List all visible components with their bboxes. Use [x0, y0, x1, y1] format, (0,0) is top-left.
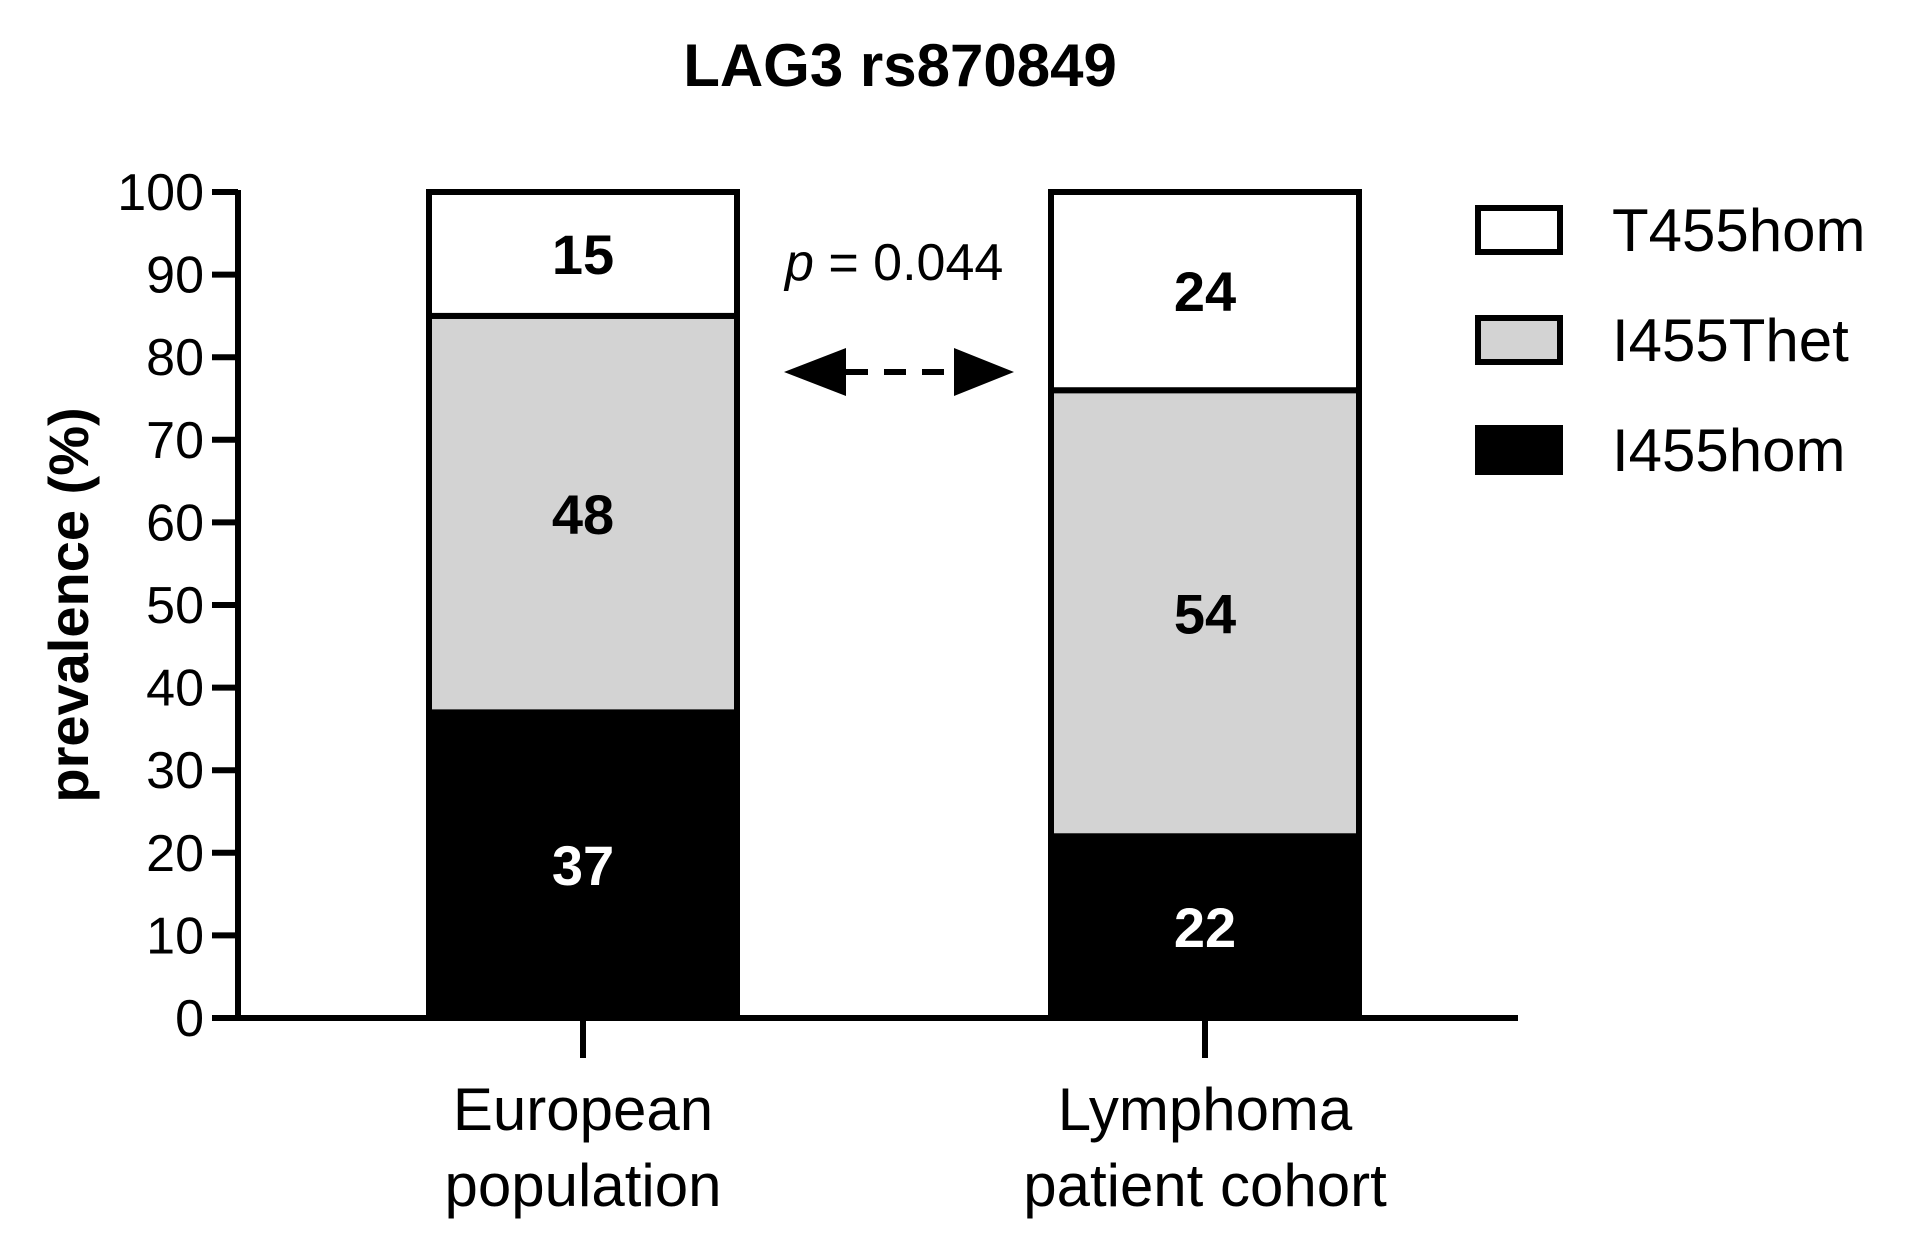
- y-tick-label: 70: [146, 412, 204, 470]
- y-tick-label: 50: [146, 577, 204, 635]
- y-tick-label: 60: [146, 494, 204, 552]
- double-arrow-icon: [784, 348, 1014, 396]
- legend-swatch: [1475, 425, 1563, 475]
- legend-label: T455hom: [1612, 197, 1865, 264]
- data-label: 15: [552, 223, 614, 286]
- bars: 37 48 15 22 54 24: [426, 189, 1362, 1022]
- legend-item: T455hom: [1475, 197, 1865, 264]
- x-axis: European population Lymphoma patient cohort: [235, 1015, 1518, 1219]
- y-axis-label: prevalence (%): [37, 407, 100, 802]
- y-tick-label: 30: [146, 742, 204, 800]
- legend-swatch: [1475, 315, 1563, 365]
- x-tick-label-line2: patient cohort: [1023, 1152, 1387, 1219]
- y-axis: 0 10 20 30 40 50 60 70 80 90 100: [117, 164, 241, 1048]
- bar-segment-i455thet: [1048, 387, 1362, 840]
- legend: T455hom I455Thet I455hom: [1475, 197, 1865, 484]
- legend-item: I455Thet: [1475, 307, 1849, 374]
- y-tick-label: 20: [146, 825, 204, 883]
- x-tick-label-line2: population: [445, 1152, 722, 1219]
- y-tick-label: 100: [117, 164, 204, 222]
- legend-swatch: [1475, 205, 1563, 255]
- data-label: 54: [1174, 582, 1236, 645]
- bar-segment-t455hom: [426, 189, 740, 319]
- significance-annotation: p = 0.044: [783, 234, 1014, 396]
- data-label: 37: [552, 834, 614, 897]
- bar-stack: 37 48 15: [426, 189, 740, 1021]
- bar-segment-t455hom: [1048, 189, 1362, 394]
- y-tick-label: 80: [146, 329, 204, 387]
- p-value: = 0.044: [814, 234, 1003, 292]
- bar-segment-i455hom: [426, 709, 740, 1021]
- y-tick-label: 90: [146, 247, 204, 305]
- legend-label: I455Thet: [1612, 307, 1849, 374]
- data-label: 22: [1174, 896, 1236, 959]
- y-tick-label: 0: [175, 990, 204, 1048]
- data-label: 24: [1174, 260, 1236, 323]
- x-tick-label: Lymphoma patient cohort: [1023, 1076, 1387, 1219]
- bar-stack: 22 54 24: [1048, 189, 1362, 1022]
- y-tick-label: 10: [146, 907, 204, 965]
- legend-item: I455hom: [1475, 417, 1846, 484]
- p-symbol: p: [783, 234, 814, 292]
- p-value-label: p = 0.044: [783, 234, 1003, 292]
- x-tick-label: European population: [445, 1076, 722, 1219]
- y-tick-label: 40: [146, 660, 204, 718]
- x-tick-label-line1: Lymphoma: [1058, 1076, 1353, 1143]
- chart-title: LAG3 rs870849: [683, 32, 1117, 99]
- legend-label: I455hom: [1612, 417, 1846, 484]
- data-label: 48: [552, 483, 614, 546]
- x-tick-label-line1: European: [453, 1076, 713, 1143]
